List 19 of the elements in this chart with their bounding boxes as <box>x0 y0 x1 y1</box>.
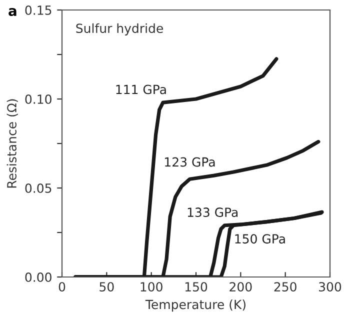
series-label: 111 GPa <box>116 84 166 94</box>
x-axis-title: Temperature (K) <box>145 300 246 312</box>
text: Sulfur hydride <box>76 23 163 36</box>
y-axis-title: Resistance (Ω) <box>6 99 18 188</box>
series-label: 133 GPa <box>188 208 238 218</box>
x-tick-label: 250 <box>274 282 296 292</box>
text: a <box>8 8 16 16</box>
x-tick-label: 200 <box>230 282 252 292</box>
y-tick-label: 0.05 <box>25 183 52 193</box>
x-tick-label: 50 <box>100 282 114 292</box>
x-tick-label: 150 <box>185 282 208 292</box>
x-tick-label: 300 <box>319 282 342 292</box>
y-tick-label: 0.15 <box>25 5 52 15</box>
series-label: 123 GPa <box>165 157 215 167</box>
x-tick-label: 100 <box>140 282 162 292</box>
series-label: 150 GPa <box>235 234 285 244</box>
x-tick-label: 0 <box>58 282 66 292</box>
y-tick-label: 0.10 <box>25 94 52 104</box>
y-tick-label: 0.00 <box>25 272 52 282</box>
